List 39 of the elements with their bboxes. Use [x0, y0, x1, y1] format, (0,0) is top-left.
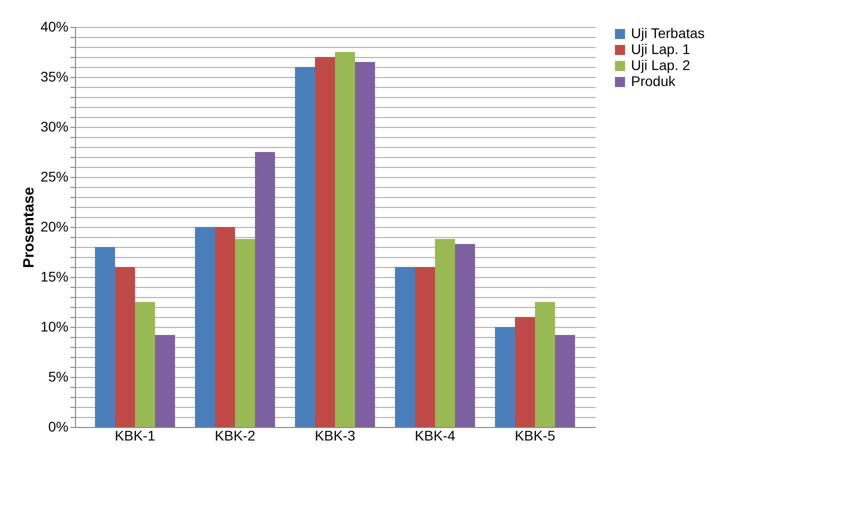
y-tick-label: 10%: [40, 318, 68, 334]
bar: [335, 52, 355, 427]
bar: [255, 152, 275, 427]
x-tick-label: KBK-2: [214, 428, 256, 444]
x-tick-label: KBK-3: [314, 428, 356, 444]
y-tick-label: 25%: [40, 168, 68, 184]
bar: [315, 57, 335, 427]
x-tick-label: KBK-1: [114, 428, 156, 444]
bar: [155, 335, 175, 427]
bar: [535, 302, 555, 427]
bar: [215, 227, 235, 427]
y-tick-label: 30%: [40, 118, 68, 134]
y-tick-label: 35%: [40, 68, 68, 84]
y-tick-label: 5%: [48, 368, 68, 384]
bar: [135, 302, 155, 427]
bar: [355, 62, 375, 427]
x-tick-label: KBK-4: [414, 428, 456, 444]
y-tick-label: 40%: [40, 18, 68, 34]
legend-label: Produk: [631, 73, 676, 89]
y-tick-label: 0%: [48, 418, 68, 434]
x-tick-label: KBK-5: [514, 428, 556, 444]
bar: [115, 267, 135, 427]
bar: [195, 227, 215, 427]
bar: [235, 239, 255, 427]
bar: [455, 244, 475, 427]
bar: [495, 327, 515, 427]
legend-label: Uji Lap. 2: [631, 57, 690, 73]
legend-label: Uji Lap. 1: [631, 41, 690, 57]
bar: [395, 267, 415, 427]
bar: [555, 335, 575, 427]
legend-label: Uji Terbatas: [631, 25, 705, 41]
y-tick-label: 15%: [40, 268, 68, 284]
y-axis-title: Prosentase: [20, 187, 38, 268]
y-tick-label: 20%: [40, 218, 68, 234]
bar: [295, 67, 315, 427]
bar: [515, 317, 535, 427]
bar: [435, 239, 455, 427]
bar: [95, 247, 115, 427]
bar: [415, 267, 435, 427]
